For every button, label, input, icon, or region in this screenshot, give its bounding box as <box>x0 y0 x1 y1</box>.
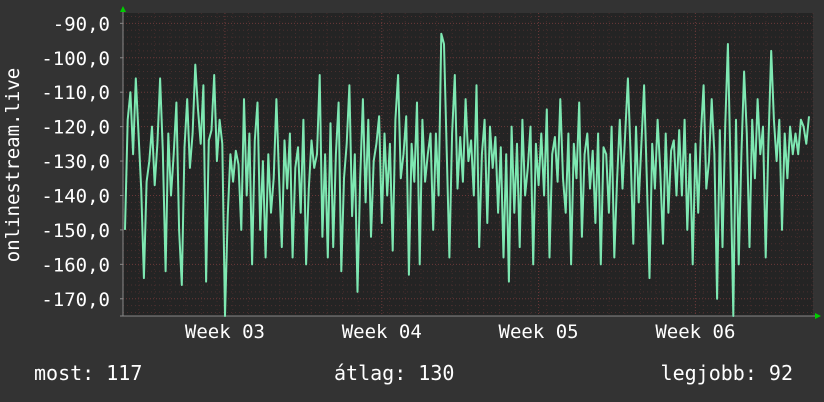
stat-best-label: legjobb: <box>660 361 757 385</box>
stat-best: legjobb: 92 <box>661 361 793 385</box>
x-tick-label: Week 03 <box>185 321 265 343</box>
x-axis-arrow <box>815 313 821 319</box>
stat-best-value: 92 <box>768 361 793 385</box>
stat-average-value: 130 <box>418 361 455 385</box>
y-tick-label: -100,0 <box>41 48 110 70</box>
y-tick-label: -90,0 <box>53 13 110 35</box>
y-axis-arrow <box>120 6 126 12</box>
y-tick-label: -150,0 <box>41 220 110 242</box>
stat-current-value: 117 <box>106 361 143 385</box>
x-tick-label: Week 06 <box>655 321 735 343</box>
stat-average: átlag: 130 <box>334 361 454 385</box>
y-tick-label: -140,0 <box>41 185 110 207</box>
y-axis-label: onlinestream.live <box>2 68 24 262</box>
y-tick-label: -130,0 <box>41 151 110 173</box>
y-tick-label: -170,0 <box>41 289 110 311</box>
y-tick-label: -120,0 <box>41 117 110 139</box>
line-chart: -90,0 -100,0 -110,0 -120,0 -130,0 -140,0 -150,… <box>2 6 821 343</box>
y-tick-label: -110,0 <box>41 82 110 104</box>
axes <box>120 6 821 319</box>
x-tick-label: Week 04 <box>342 321 422 343</box>
x-axis: Week 03 Week 04 Week 05 Week 06 <box>185 321 736 343</box>
stats-bar: most: 117 átlag: 130 legjobb: 92 <box>0 361 824 389</box>
y-axis: -90,0 -100,0 -110,0 -120,0 -130,0 -140,0 -150,… <box>41 13 123 311</box>
series-line <box>124 32 810 317</box>
y-tick-label: -160,0 <box>41 254 110 276</box>
stat-average-label: átlag: <box>334 361 407 385</box>
x-tick-label: Week 05 <box>499 321 579 343</box>
stat-current-label: most: <box>34 361 95 385</box>
stat-current: most: 117 <box>34 361 142 385</box>
